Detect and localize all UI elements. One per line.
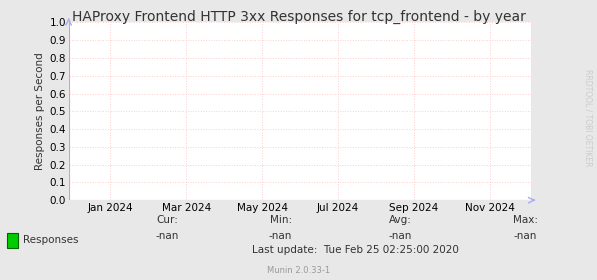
Text: Min:: Min: (269, 215, 292, 225)
Text: Avg:: Avg: (389, 215, 411, 225)
Text: Cur:: Cur: (156, 215, 178, 225)
Text: Responses: Responses (23, 235, 78, 245)
Text: -nan: -nan (513, 231, 537, 241)
Text: Munin 2.0.33-1: Munin 2.0.33-1 (267, 266, 330, 275)
Text: HAProxy Frontend HTTP 3xx Responses for tcp_frontend - by year: HAProxy Frontend HTTP 3xx Responses for … (72, 10, 525, 24)
Text: -nan: -nan (388, 231, 412, 241)
Text: -nan: -nan (269, 231, 293, 241)
Text: Last update:  Tue Feb 25 02:25:00 2020: Last update: Tue Feb 25 02:25:00 2020 (252, 245, 458, 255)
Text: Max:: Max: (513, 215, 538, 225)
Text: -nan: -nan (155, 231, 179, 241)
Y-axis label: Responses per Second: Responses per Second (35, 52, 45, 170)
Text: RRDTOOL / TOBI OETIKER: RRDTOOL / TOBI OETIKER (583, 69, 592, 166)
